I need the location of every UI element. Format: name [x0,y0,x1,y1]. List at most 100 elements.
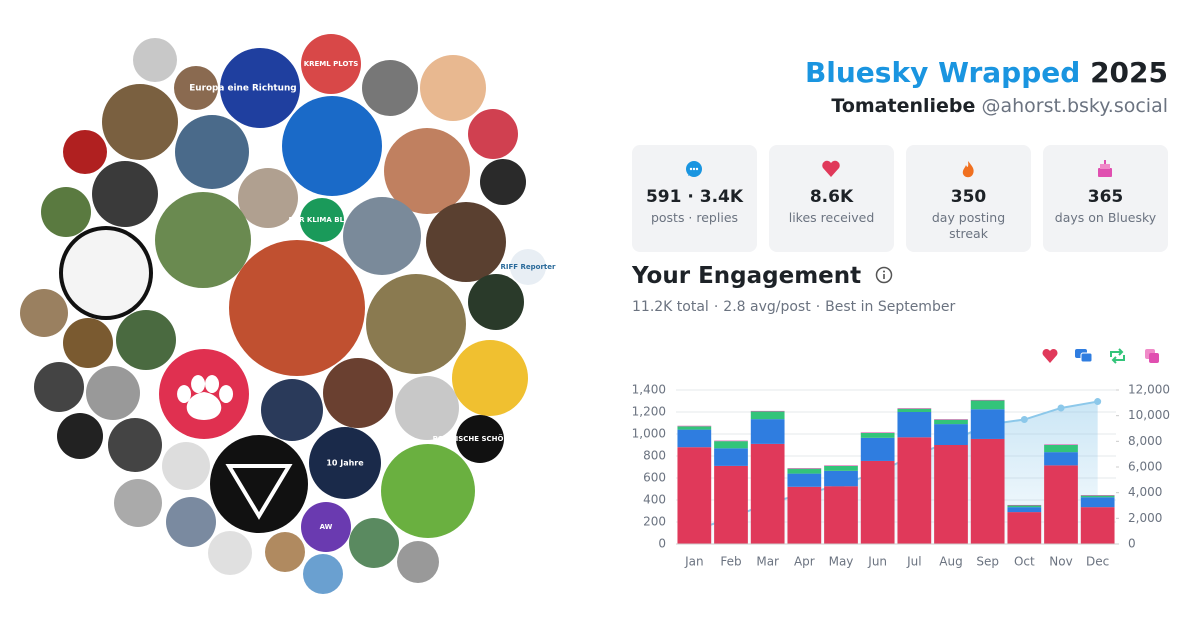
cumulative-point [727,514,735,522]
avatar [343,197,421,275]
bar-segment [677,447,712,544]
app-title: Bluesky Wrapped [804,56,1081,89]
bar-segment [1044,444,1078,445]
cumulative-area [694,401,1098,544]
bar-segment [897,408,932,412]
bar-segment [897,408,932,409]
stat-card: 365 days on Bluesky [1043,145,1168,252]
bar-segment [677,425,712,427]
avatar [220,48,300,128]
avatar [510,249,546,285]
y2-tick-label: 8,000 [1128,434,1162,448]
avatar [102,84,178,160]
avatar-collage: Europa eine Richtung geben KREML PLOTS DER… [20,34,556,594]
bar-segment [714,441,748,449]
icon [1098,160,1112,177]
avatar [174,66,218,110]
bar-segment [934,424,968,445]
summary-item: 11.2K total [632,299,709,315]
y2-tick-label: 0 [1128,537,1136,551]
x-tick-label: Mar [756,555,779,569]
bar-segment [860,437,895,461]
summary-item: Best in September [825,299,956,315]
cumulative-point [800,490,808,498]
bar-segment [714,448,748,466]
avatar [456,415,504,463]
bar-segment [1007,507,1042,513]
bar-segment [1044,452,1078,466]
avatar-text: DER KLIMA BLOG [289,216,356,224]
bar-segment [1080,507,1115,544]
bar-segment [1007,504,1042,506]
bar-segment [787,486,822,544]
stat-value: 350 [950,187,987,207]
avatar [34,362,84,412]
y-tick-label: 0 [658,537,666,551]
bar-segment [934,419,968,425]
x-tick-label: May [829,555,854,569]
avatar [166,497,216,547]
avatar [238,168,298,228]
cumulative-point [874,468,882,476]
x-tick-label: Jul [906,555,921,569]
avatar-text: POLITISCHE SCHÖNHEIT [433,434,528,443]
year: 2025 [1090,56,1168,89]
avatar [426,202,506,282]
stat-label: posts · replies [650,210,739,225]
x-tick-label: Apr [794,555,815,569]
paw-icon [177,375,234,420]
avatar [366,274,466,374]
y-tick-label: 1,000 [632,427,666,441]
avatar [155,192,251,288]
avatar [309,427,381,499]
avatar [20,289,68,337]
avatar [86,366,140,420]
y-tick-label: 200 [643,515,666,529]
stat-card: 8.6K likes received [769,145,894,252]
bar-segment [934,419,968,420]
bar-segment [860,460,895,544]
y2-tick-label: 2,000 [1128,511,1162,525]
y-tick-label: 1,200 [632,405,666,419]
x-tick-label: Sep [976,555,999,569]
bar-segment [787,468,822,469]
info-icon[interactable] [875,266,893,284]
cumulative-point [1094,398,1102,406]
bar-segment [750,411,785,420]
y-tick-label: 400 [643,493,666,507]
icon [686,161,702,177]
avatar [303,554,343,594]
avatar [261,379,323,441]
legend-replies [1075,349,1087,358]
legend-reposts [1110,348,1125,364]
display-name: Tomatenliebe [831,95,976,117]
avatar [395,376,459,440]
x-tick-label: Aug [939,555,962,569]
bar-segment [1080,497,1115,508]
x-tick-label: Dec [1086,555,1109,569]
bar-segment [1044,465,1078,544]
avatar [323,358,393,428]
avatar [381,444,475,538]
summary-item: 2.8 avg/post [723,299,811,315]
avatar [452,340,528,416]
avatar [384,128,470,214]
cumulative-point [837,481,845,489]
separator: · [815,299,821,315]
stat-card: 591 · 3.4K posts · replies [632,145,757,252]
avatar [133,38,177,82]
avatar [210,435,308,533]
bar-segment [714,465,748,544]
avatar-text: AW [320,523,333,531]
avatar [41,187,91,237]
stat-value: 365 [1087,187,1124,207]
bar-segment [934,445,968,544]
avatar [63,318,113,368]
x-tick-label: Oct [1014,555,1035,569]
avatar [301,502,351,552]
avatar-text: KREML PLOTS [304,60,359,68]
stat-label: days on Bluesky [1054,210,1157,225]
y2-tick-label: 10,000 [1128,408,1170,422]
bar-segment [714,440,748,442]
y2-tick-label: 4,000 [1128,485,1162,499]
